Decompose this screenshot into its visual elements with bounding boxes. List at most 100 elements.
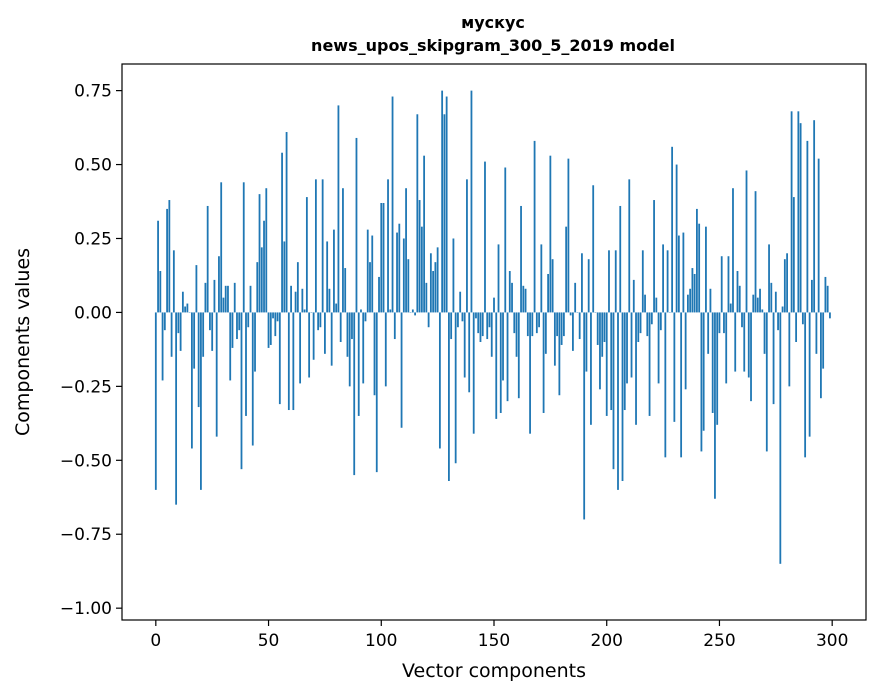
bar: [693, 273, 696, 313]
bar: [477, 312, 480, 334]
bar: [700, 312, 703, 452]
bar: [547, 273, 550, 313]
bar: [540, 244, 543, 313]
bar: [804, 312, 807, 458]
bar: [269, 312, 272, 345]
bar: [574, 282, 577, 313]
bar: [745, 170, 748, 313]
bar: [617, 312, 619, 490]
chart-subtitle: news_upos_skipgram_300_5_2019 model: [311, 36, 675, 55]
chart-title: мускус: [461, 13, 525, 32]
bar: [572, 312, 574, 351]
bar: [324, 312, 326, 354]
bar: [154, 312, 157, 490]
bar: [747, 312, 750, 378]
bar: [190, 312, 193, 449]
bar: [734, 312, 737, 372]
bar: [675, 164, 678, 313]
bar: [238, 312, 241, 331]
bar: [558, 312, 561, 396]
bar: [632, 279, 635, 313]
x-tick-label: 200: [591, 631, 623, 651]
x-tick-label: 300: [816, 631, 848, 651]
bar: [303, 309, 306, 313]
bar: [405, 188, 407, 313]
x-tick-label: 0: [150, 631, 161, 651]
bar: [826, 285, 829, 313]
bar: [438, 312, 441, 449]
bar: [513, 312, 516, 334]
y-tick-label: −0.75: [60, 525, 112, 545]
bar: [382, 203, 385, 313]
bar: [263, 220, 265, 313]
bar: [287, 312, 290, 411]
bar: [398, 223, 401, 313]
bar: [723, 312, 725, 334]
bar: [763, 312, 766, 354]
bar: [274, 312, 277, 337]
bar: [603, 312, 606, 342]
bar: [168, 200, 171, 313]
bar: [686, 294, 689, 313]
bar: [181, 291, 184, 313]
bar: [824, 276, 827, 313]
bar: [348, 312, 351, 387]
bar: [339, 312, 342, 342]
bar: [342, 188, 344, 313]
bar: [664, 312, 667, 458]
y-tick-label: −1.00: [60, 599, 112, 619]
bar: [504, 167, 507, 313]
bar: [159, 271, 162, 313]
bar: [488, 312, 491, 328]
bar: [815, 312, 818, 354]
bar: [373, 312, 376, 396]
bar: [479, 312, 482, 342]
bar: [684, 312, 687, 390]
y-axis: 0.75 0.50 0.25 0.00 −0.25 −0.50 −0.75 −1.00: [60, 82, 122, 619]
bar: [337, 105, 340, 313]
bar: [463, 312, 466, 378]
bar: [538, 312, 540, 328]
bar: [249, 285, 252, 313]
bar: [777, 312, 779, 331]
bar: [461, 312, 464, 322]
bar: [630, 312, 633, 378]
bar: [705, 226, 707, 313]
bar: [321, 179, 324, 313]
bar: [179, 312, 182, 351]
bar: [497, 244, 500, 313]
x-tick-label: 150: [478, 631, 510, 651]
bar: [810, 279, 813, 313]
bar: [590, 312, 592, 425]
bar: [556, 312, 559, 337]
bar: [718, 312, 721, 334]
bar: [427, 312, 430, 328]
bar: [229, 312, 232, 381]
bar: [605, 312, 608, 416]
bar: [486, 312, 489, 340]
bar: [256, 262, 259, 313]
bar: [666, 250, 669, 313]
bar: [626, 312, 628, 384]
bar: [209, 312, 211, 331]
bar: [822, 312, 825, 369]
bar: [772, 312, 775, 405]
y-tick-label: 0.00: [74, 303, 112, 323]
bar: [195, 265, 198, 313]
bar: [161, 312, 164, 381]
bar: [511, 282, 513, 313]
bar: [157, 220, 159, 313]
bar: [696, 208, 698, 313]
bar: [328, 288, 331, 313]
bar: [420, 226, 423, 313]
bar: [351, 312, 353, 340]
bar: [680, 312, 683, 458]
bar: [175, 312, 178, 505]
bar: [218, 256, 220, 313]
bar: [673, 312, 676, 422]
bar: [434, 262, 437, 313]
bar: [423, 155, 426, 313]
bar: [499, 312, 502, 413]
bar: [215, 312, 218, 437]
bar: [709, 288, 712, 313]
